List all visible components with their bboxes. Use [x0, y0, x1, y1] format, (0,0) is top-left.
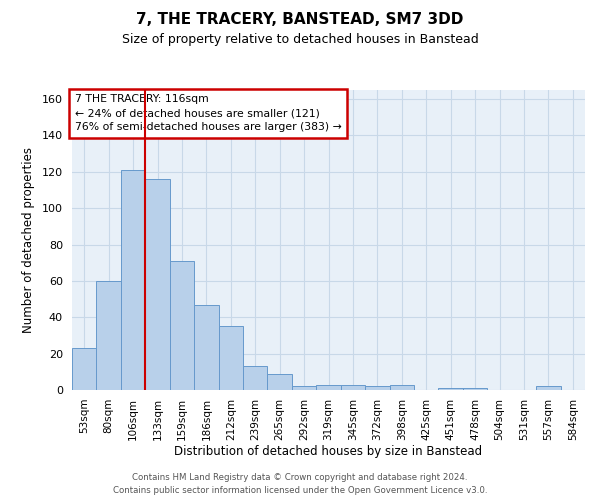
Bar [292, 386, 316, 390]
Bar [170, 261, 194, 390]
Bar [194, 304, 218, 390]
Bar [365, 386, 389, 390]
Text: Size of property relative to detached houses in Banstead: Size of property relative to detached ho… [122, 32, 478, 46]
Text: 7 THE TRACERY: 116sqm
← 24% of detached houses are smaller (121)
76% of semi-det: 7 THE TRACERY: 116sqm ← 24% of detached … [74, 94, 341, 132]
Bar [218, 326, 243, 390]
Bar [121, 170, 145, 390]
X-axis label: Distribution of detached houses by size in Banstead: Distribution of detached houses by size … [175, 446, 482, 458]
Bar [439, 388, 463, 390]
Bar [316, 384, 341, 390]
Bar [389, 384, 414, 390]
Bar [536, 386, 560, 390]
Bar [268, 374, 292, 390]
Text: Contains public sector information licensed under the Open Government Licence v3: Contains public sector information licen… [113, 486, 487, 495]
Bar [243, 366, 268, 390]
Text: 7, THE TRACERY, BANSTEAD, SM7 3DD: 7, THE TRACERY, BANSTEAD, SM7 3DD [136, 12, 464, 28]
Bar [341, 384, 365, 390]
Bar [463, 388, 487, 390]
Bar [72, 348, 97, 390]
Bar [145, 179, 170, 390]
Bar [97, 281, 121, 390]
Text: Contains HM Land Registry data © Crown copyright and database right 2024.: Contains HM Land Registry data © Crown c… [132, 472, 468, 482]
Y-axis label: Number of detached properties: Number of detached properties [22, 147, 35, 333]
